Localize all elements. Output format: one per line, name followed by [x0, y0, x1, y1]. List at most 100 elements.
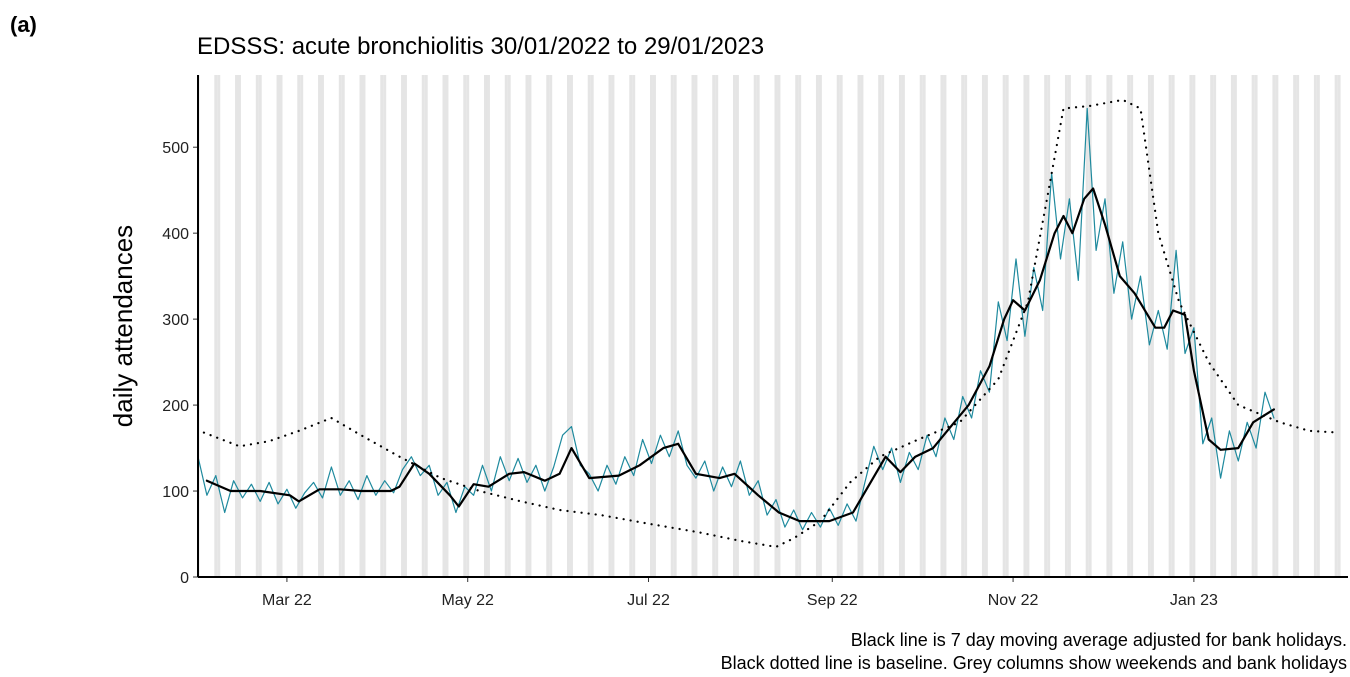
weekend-column: [1109, 75, 1113, 577]
x-tick-label: May 22: [441, 592, 494, 609]
weekend-column: [981, 75, 985, 577]
weekend-column: [359, 75, 363, 577]
weekend-column: [235, 75, 239, 577]
weekend-column: [753, 75, 757, 577]
weekend-column: [694, 75, 698, 577]
note: Black line is 7 day moving average adjus…: [851, 630, 1347, 650]
weekend-column: [549, 75, 553, 577]
weekend-column: [590, 75, 594, 577]
series-line: [202, 98, 1341, 548]
weekend-column: [362, 75, 366, 577]
weekend-column: [424, 75, 428, 577]
y-tick-label: 0: [180, 570, 189, 587]
weekend-column: [1067, 75, 1071, 577]
weekend-column: [546, 75, 550, 577]
weekend-column: [297, 75, 301, 577]
weekend-column: [608, 75, 612, 577]
weekend-column: [1047, 75, 1051, 577]
weekend-column: [484, 75, 487, 577]
weekend-column: [715, 75, 719, 577]
weekend-column: [1334, 75, 1338, 577]
weekend-column: [421, 75, 425, 577]
weekend-column: [300, 75, 304, 577]
weekend-column: [860, 75, 864, 577]
weekend-column: [798, 75, 802, 577]
weekend-column: [217, 75, 221, 577]
weekend-column: [878, 75, 882, 577]
weekend-column: [984, 75, 988, 577]
weekend-column: [898, 75, 902, 577]
weekend-column: [1147, 75, 1151, 577]
weekend-column: [673, 75, 677, 577]
weekend-column: [922, 75, 926, 577]
weekend-column: [1168, 75, 1172, 577]
weekend-column: [629, 75, 633, 577]
weekend-column: [504, 75, 508, 577]
weekend-column: [881, 75, 885, 577]
weekend-column: [466, 75, 470, 577]
panel-label: (a): [10, 12, 37, 37]
weekend-columns: [198, 75, 1341, 577]
y-tick-label: 300: [162, 312, 189, 329]
weekend-column: [445, 75, 449, 577]
weekend-column: [569, 75, 573, 577]
weekend-column: [857, 75, 861, 577]
weekend-column: [255, 75, 259, 577]
weekend-column: [321, 75, 324, 577]
weekend-column: [258, 75, 262, 577]
weekend-column: [238, 75, 241, 577]
weekend-column: [1192, 75, 1196, 577]
weekend-column: [507, 75, 511, 577]
weekend-column: [1150, 75, 1154, 577]
weekend-column: [712, 75, 716, 577]
weekend-column: [964, 75, 968, 577]
weekend-column: [380, 75, 384, 577]
weekend-column: [401, 75, 404, 577]
weekend-column: [1251, 75, 1255, 577]
weekend-column: [1005, 75, 1009, 577]
weekend-column: [1085, 75, 1089, 577]
weekend-column: [1044, 75, 1048, 577]
weekend-column: [670, 75, 674, 577]
weekend-column: [486, 75, 490, 577]
weekend-column: [528, 75, 532, 577]
weekend-column: [442, 75, 446, 577]
x-tick-label: Nov 22: [988, 592, 1039, 609]
weekend-column: [1272, 75, 1276, 577]
weekend-column: [836, 75, 840, 577]
weekend-column: [943, 75, 947, 577]
x-tick-label: Sep 22: [807, 592, 858, 609]
weekend-column: [1313, 75, 1317, 577]
weekend-column: [632, 75, 636, 577]
weekend-column: [1233, 75, 1237, 577]
weekend-column: [777, 75, 781, 577]
weekend-column: [1275, 75, 1279, 577]
weekend-column: [649, 75, 653, 577]
weekend-column: [341, 75, 345, 577]
weekend-column: [1088, 75, 1092, 577]
weekend-column: [1293, 75, 1297, 577]
y-tick-label: 500: [162, 140, 189, 157]
weekend-column: [1254, 75, 1258, 577]
weekend-column: [818, 75, 822, 577]
weekend-column: [463, 75, 467, 577]
x-tick-label: Mar 22: [262, 592, 312, 609]
weekend-column: [961, 75, 965, 577]
weekend-column: [279, 75, 283, 577]
weekend-column: [652, 75, 656, 577]
weekend-column: [1316, 75, 1320, 577]
weekend-column: [1213, 75, 1217, 577]
weekend-column: [611, 75, 615, 577]
weekend-column: [839, 75, 843, 577]
weekend-column: [214, 75, 218, 577]
y-tick-label: 200: [162, 398, 189, 415]
weekend-column: [338, 75, 342, 577]
weekend-column: [732, 75, 736, 577]
weekend-column: [318, 75, 322, 577]
weekend-column: [1130, 75, 1134, 577]
y-tick-label: 400: [162, 226, 189, 243]
y-axis-label: daily attendances: [108, 225, 138, 427]
weekend-column: [1064, 75, 1068, 577]
